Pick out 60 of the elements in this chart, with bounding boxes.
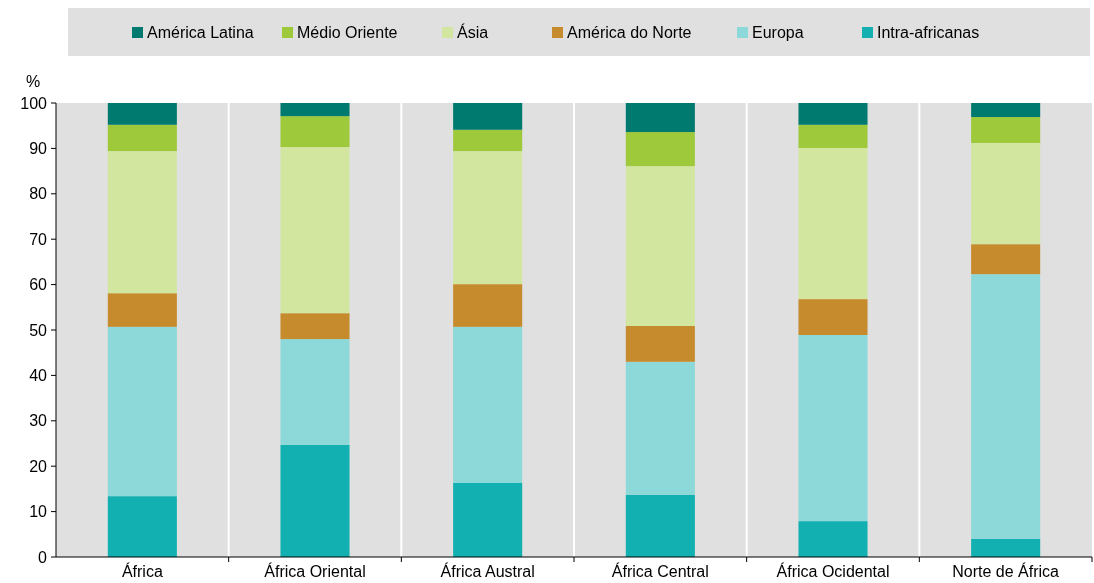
bar bbox=[798, 521, 868, 557]
y-tick-label: 50 bbox=[29, 321, 48, 339]
legend-label: Europa bbox=[752, 24, 804, 41]
bar bbox=[107, 293, 177, 327]
x-tick-label: África Ocidental bbox=[776, 562, 890, 580]
y-tick-label: 70 bbox=[29, 230, 48, 248]
bar bbox=[280, 147, 350, 314]
bar bbox=[280, 339, 350, 445]
bar bbox=[971, 244, 1041, 275]
bar bbox=[971, 142, 1041, 245]
legend-label: Intra-africanas bbox=[877, 24, 980, 41]
y-tick-label: 60 bbox=[29, 276, 48, 294]
bar bbox=[625, 494, 695, 557]
y-tick-label: 20 bbox=[29, 457, 48, 475]
bar bbox=[280, 116, 350, 148]
legend-label: América Latina bbox=[147, 24, 254, 41]
bar bbox=[798, 147, 868, 300]
y-tick-label: 0 bbox=[38, 548, 48, 566]
bar bbox=[453, 326, 523, 483]
bar bbox=[453, 103, 523, 130]
bar bbox=[107, 103, 177, 125]
x-tick-label: África Oriental bbox=[264, 562, 366, 580]
bar bbox=[280, 444, 350, 557]
bar bbox=[453, 129, 523, 152]
bar bbox=[107, 496, 177, 557]
x-tick-label: África Central bbox=[611, 562, 709, 580]
bar bbox=[453, 151, 523, 285]
bar bbox=[971, 117, 1041, 143]
x-tick-label: África bbox=[121, 562, 163, 580]
bar bbox=[798, 103, 868, 125]
bar bbox=[625, 132, 695, 167]
legend-label: Médio Oriente bbox=[297, 24, 398, 41]
bar bbox=[798, 334, 868, 522]
bar bbox=[107, 124, 177, 152]
y-tick-label: 10 bbox=[29, 503, 48, 521]
legend-label: Ásia bbox=[457, 23, 489, 41]
bar bbox=[798, 124, 868, 148]
bar bbox=[971, 103, 1041, 118]
y-tick-label: 30 bbox=[29, 412, 48, 430]
bar bbox=[280, 103, 350, 117]
bar bbox=[971, 538, 1041, 557]
legend-label: América do Norte bbox=[567, 24, 692, 41]
y-tick-label: 90 bbox=[29, 140, 48, 157]
y-axis-title: % bbox=[26, 73, 41, 90]
bar bbox=[453, 284, 523, 327]
bar bbox=[625, 325, 695, 362]
y-tick-label: 80 bbox=[29, 185, 48, 203]
bar bbox=[625, 361, 695, 495]
bar bbox=[280, 313, 350, 340]
y-tick-label: 100 bbox=[20, 94, 48, 112]
bar bbox=[453, 483, 523, 557]
y-tick-label: 40 bbox=[29, 367, 48, 384]
x-tick-label: Norte de África bbox=[952, 562, 1060, 580]
bar bbox=[971, 274, 1041, 539]
bar bbox=[107, 326, 177, 497]
bar bbox=[625, 103, 695, 133]
bar bbox=[107, 151, 177, 294]
bar bbox=[798, 299, 868, 335]
x-tick-label: África Austral bbox=[440, 562, 535, 580]
bar bbox=[625, 166, 695, 326]
